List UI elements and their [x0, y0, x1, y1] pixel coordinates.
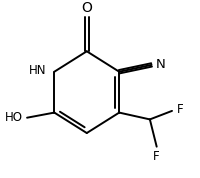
Text: N: N [156, 58, 166, 71]
Text: HN: HN [29, 64, 46, 77]
Text: HO: HO [5, 111, 23, 124]
Text: O: O [81, 1, 92, 15]
Text: F: F [177, 103, 184, 116]
Text: F: F [153, 150, 160, 163]
